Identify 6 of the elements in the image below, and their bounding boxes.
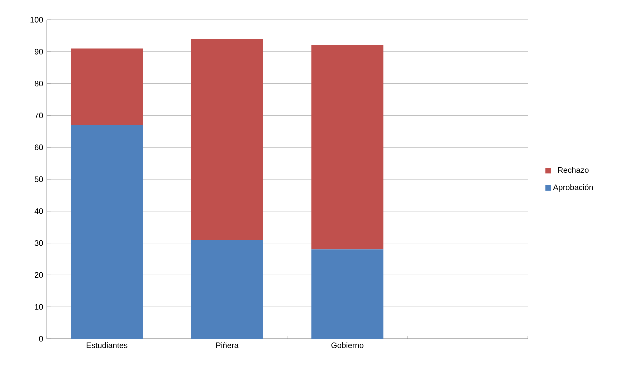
bar <box>71 125 144 339</box>
bar <box>71 48 144 126</box>
bar <box>312 46 384 250</box>
bar <box>191 240 264 339</box>
bar <box>312 250 384 339</box>
bar <box>191 39 264 240</box>
